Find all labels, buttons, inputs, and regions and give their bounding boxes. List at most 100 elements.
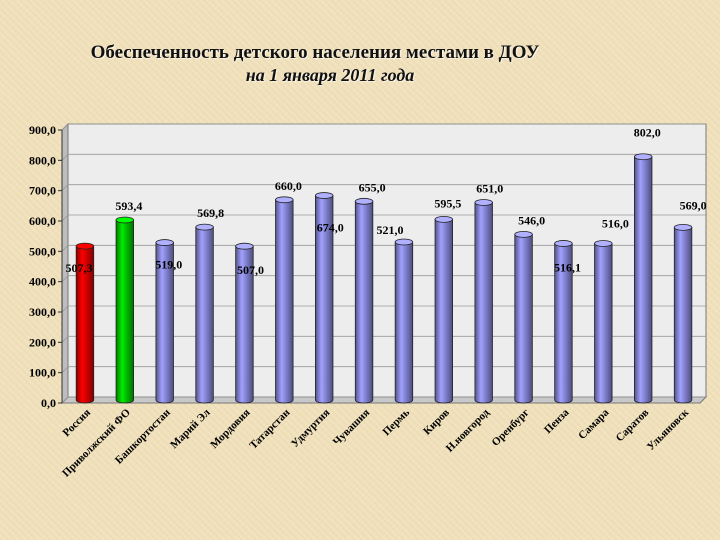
category-label: Марий Эл [168, 407, 212, 451]
data-label: 569,0 [680, 198, 707, 212]
bar-body [195, 226, 214, 404]
gridline-diag [61, 214, 69, 222]
data-label: 546,0 [518, 213, 545, 227]
bar-7 [354, 197, 374, 404]
bar-top [155, 239, 174, 246]
y-tick-label: 900,0 [29, 123, 56, 137]
y-tick-label: 0,0 [41, 396, 56, 410]
y-tick-label: 300,0 [29, 305, 56, 319]
gridline-diag [61, 123, 69, 131]
category-label: Россия [61, 407, 94, 440]
data-label: 516,0 [602, 216, 629, 230]
y-tick-label: 700,0 [29, 184, 56, 198]
bar-body [275, 199, 294, 404]
data-label: 521,0 [376, 223, 403, 237]
data-label: 674,0 [317, 221, 344, 235]
bar-1 [115, 216, 134, 404]
category-label: Мордовия [208, 407, 252, 451]
gridline-diag [61, 245, 69, 252]
bar-body [115, 219, 134, 404]
category-label: Саратов [614, 407, 652, 445]
gridline-diag [61, 154, 69, 161]
title-line-1: Обеспеченность детского населения местам… [90, 42, 540, 63]
category-label: Н.новгород [444, 406, 492, 454]
category-label: Ульяновск [645, 406, 692, 453]
bar-9 [434, 215, 453, 404]
bar-body [394, 241, 414, 404]
y-tick-label: 800,0 [29, 153, 56, 167]
category-label: Чувашия [331, 407, 372, 448]
bar-13 [594, 240, 613, 404]
bar-top [554, 240, 573, 247]
bar-body [235, 245, 254, 404]
title-line-2: на 1 января 2011 года [245, 65, 415, 85]
bar-body [315, 195, 334, 404]
bar-14 [634, 153, 653, 404]
data-label: 595,5 [434, 196, 461, 210]
y-tick-label: 500,0 [29, 244, 56, 258]
bar-top [634, 153, 653, 161]
y-tick-label: 100,0 [29, 366, 56, 380]
bar-12 [554, 240, 573, 404]
bar-top [115, 216, 134, 224]
bar-body [634, 156, 653, 404]
data-label: 660,0 [275, 179, 302, 193]
bar-10 [474, 199, 493, 404]
gridline-diag [61, 396, 69, 404]
y-tick-label: 200,0 [29, 335, 56, 349]
data-label: 507,0 [237, 263, 264, 277]
bar-11 [514, 230, 533, 404]
bar-top [315, 192, 334, 199]
bar-top [514, 230, 533, 238]
bar-body [594, 243, 613, 404]
data-label: 569,8 [197, 206, 224, 220]
data-label: 516,1 [554, 260, 581, 274]
category-label: Киров [421, 407, 452, 438]
bar-15 [673, 224, 693, 404]
bar-body [75, 245, 95, 404]
category-label: Приволжский ФО [60, 406, 133, 479]
data-label: 593,4 [115, 199, 142, 213]
category-label: Татарстан [247, 406, 293, 452]
category-label: Пермь [380, 407, 412, 439]
bar-3 [195, 223, 214, 404]
bar-body [155, 242, 174, 404]
bar-4 [235, 242, 254, 404]
bar-top [394, 238, 414, 246]
category-label: Оренбург [490, 407, 532, 449]
bar-body [354, 200, 374, 404]
category-label: Пенза [542, 406, 572, 436]
bar-body [434, 218, 453, 404]
data-label: 651,0 [476, 182, 503, 196]
bar-0 [75, 242, 95, 404]
bar-8 [394, 238, 414, 404]
bar-5 [275, 196, 294, 404]
bar-top [434, 215, 453, 223]
category-label: Самара [576, 406, 612, 442]
data-label: 507,3 [65, 261, 92, 275]
bar-top [195, 223, 214, 231]
category-label: Удмуртия [289, 407, 332, 450]
chart-title: Обеспеченность детского населения местам… [0, 42, 720, 86]
data-label: 802,0 [634, 126, 661, 140]
y-tick-label: 400,0 [29, 275, 56, 289]
bar-6 [315, 192, 334, 404]
bar-top [275, 196, 294, 204]
bar-top [75, 242, 95, 250]
data-label: 519,0 [155, 258, 182, 272]
bar-body [474, 202, 493, 404]
bar-2 [155, 239, 174, 404]
y-tick-label: 600,0 [29, 214, 56, 228]
bar-top [594, 240, 613, 247]
bar-body [554, 243, 573, 404]
data-label: 655,0 [359, 180, 386, 194]
gridline-diag [61, 305, 69, 313]
bar-body [673, 227, 693, 404]
gridline-diag [61, 275, 69, 282]
bar-body [514, 233, 533, 404]
bar-top [474, 199, 493, 206]
bar-top [354, 197, 374, 205]
bar-top [673, 224, 693, 231]
gridline-diag [61, 184, 69, 191]
